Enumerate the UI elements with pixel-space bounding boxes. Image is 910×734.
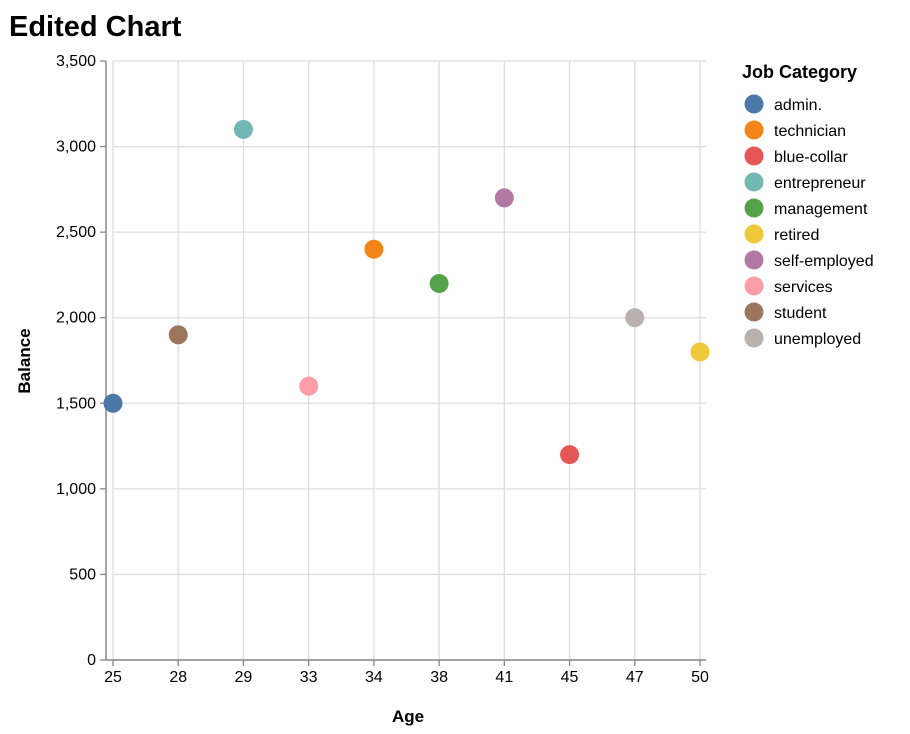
legend-label: services [774, 279, 833, 296]
y-axis-title: Balance [15, 328, 34, 393]
data-point-entrepreneur [233, 119, 253, 139]
x-tick-label: 29 [235, 669, 253, 686]
x-axis-title: Age [392, 707, 424, 726]
legend: Job Category admin. technician blue-collar… [742, 62, 874, 348]
x-tick-label: 41 [495, 669, 513, 686]
x-tick-label: 50 [691, 669, 709, 686]
y-tick-label: 3,500 [56, 53, 96, 70]
legend-symbol [744, 94, 764, 114]
legend-label: technician [774, 123, 846, 140]
data-point-student [168, 325, 188, 345]
x-tick-label: 33 [300, 669, 318, 686]
legend-symbol [744, 328, 764, 348]
y-tick-label: 2,500 [56, 224, 96, 241]
legend-label: self-employed [774, 253, 874, 270]
data-point-blue-collar [560, 445, 580, 465]
legend-label: retired [774, 227, 819, 244]
chart-title: Edited Chart [9, 11, 182, 43]
legend-label: entrepreneur [774, 175, 866, 192]
x-tick-label: 38 [430, 669, 448, 686]
data-point-retired [690, 342, 710, 362]
legend-symbol [744, 120, 764, 140]
legend-label: admin. [774, 97, 822, 114]
legend-symbol [744, 250, 764, 270]
legend-title: Job Category [742, 62, 857, 82]
legend-label: management [774, 201, 868, 218]
x-tick-label: 28 [169, 669, 187, 686]
legend-symbol [744, 146, 764, 166]
y-tick-label: 500 [69, 566, 96, 583]
data-point-services [299, 376, 319, 396]
data-point-management [429, 273, 449, 293]
data-point-unemployed [625, 308, 645, 328]
data-point-admin [103, 393, 123, 413]
legend-symbol [744, 224, 764, 244]
data-point-self-employed [494, 188, 514, 208]
x-tick-label: 47 [626, 669, 644, 686]
legend-symbol [744, 172, 764, 192]
legend-label: unemployed [774, 331, 861, 348]
legend-symbol [744, 302, 764, 322]
y-tick-label: 2,000 [56, 310, 96, 327]
x-tick-label: 45 [561, 669, 579, 686]
y-tick-label: 1,000 [56, 481, 96, 498]
y-tick-label: 0 [87, 652, 96, 669]
x-tick-label: 34 [365, 669, 383, 686]
legend-label: student [774, 305, 827, 322]
legend-symbol [744, 276, 764, 296]
y-tick-label: 1,500 [56, 395, 96, 412]
data-point-technician [364, 239, 384, 259]
x-tick-label: 25 [104, 669, 122, 686]
legend-label: blue-collar [774, 149, 848, 166]
plot-area: 0 500 1,000 1,500 2,000 2,500 3,000 3,500 25 28 29… [56, 53, 710, 686]
legend-symbol [744, 198, 764, 218]
y-tick-label: 3,000 [56, 139, 96, 156]
